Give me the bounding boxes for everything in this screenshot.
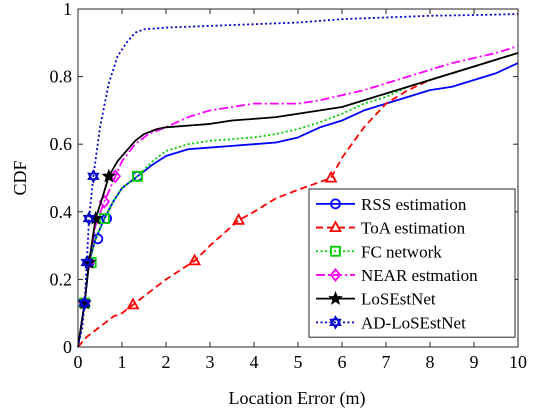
series-6-marker xyxy=(80,255,94,270)
x-tick-label: 2 xyxy=(162,352,171,372)
series-6-marker-down xyxy=(82,214,96,226)
x-tick-label: 3 xyxy=(206,352,215,372)
series-2-marker xyxy=(232,212,246,225)
series-2-marker xyxy=(188,253,202,266)
x-tick-label: 0 xyxy=(74,352,83,372)
x-tick-label: 1 xyxy=(118,352,127,372)
series-6-marker-down xyxy=(87,172,100,184)
legend-label: AD-LoSEstNet xyxy=(361,313,466,332)
legend-entry: NEAR estmation xyxy=(316,266,478,285)
x-tick-label: 6 xyxy=(338,352,347,372)
series-5-marker xyxy=(101,168,117,183)
y-tick-label: 0.6 xyxy=(50,134,73,154)
legend-entry: ToA estimation xyxy=(316,219,466,238)
x-tick-label: 10 xyxy=(509,352,527,372)
legend-swatch-marker xyxy=(329,315,342,330)
series-6-marker-up xyxy=(78,295,91,307)
legend-label: NEAR estmation xyxy=(361,266,478,285)
legend-swatch-marker xyxy=(328,290,343,305)
legend-swatch-marker xyxy=(330,198,341,210)
legend-label: RSS estimation xyxy=(361,195,467,214)
series-6-marker-down xyxy=(80,258,94,270)
series-3-marker xyxy=(131,170,143,182)
y-tick-label: 0 xyxy=(63,337,72,357)
series-6-marker-up xyxy=(87,169,100,180)
legend-swatch-marker-up xyxy=(329,315,342,326)
legend-entry: AD-LoSEstNet xyxy=(316,313,466,332)
series-6-line xyxy=(77,13,519,348)
series-6-marker xyxy=(82,211,96,226)
y-tick-label: 0.8 xyxy=(50,67,73,87)
legend-label: ToA estimation xyxy=(361,219,466,238)
series-6-marker-up xyxy=(80,255,94,267)
legend-box xyxy=(308,188,516,338)
axes: 0 1 2 3 4 5 6 7 8 9 10 0 0.2 0.4 0.6 0.8 1 xyxy=(50,0,528,372)
series-6-marker xyxy=(87,169,100,184)
series-6-marker-up xyxy=(82,211,96,223)
legend-swatch-marker xyxy=(330,245,341,257)
x-axis-label: Location Error (m) xyxy=(229,388,366,409)
series-6-marker xyxy=(78,295,91,311)
x-tick-label: 4 xyxy=(250,352,259,372)
series-2-marker xyxy=(324,170,338,183)
x-tick-label: 9 xyxy=(470,352,479,372)
y-axis-label: CDF xyxy=(10,160,30,195)
legend-label: FC network xyxy=(361,242,442,261)
plot-area xyxy=(77,13,519,348)
y-tick-label: 0.2 xyxy=(50,269,73,289)
legend-entry: FC network xyxy=(316,242,442,261)
x-tick-label: 5 xyxy=(294,352,303,372)
y-tick-label: 0.4 xyxy=(50,202,73,222)
legend-label: LoSEstNet xyxy=(361,290,436,309)
series-5-line xyxy=(77,52,519,348)
series-6 xyxy=(77,13,519,348)
series-6-marker-down xyxy=(78,299,91,311)
y-tick-label: 1 xyxy=(63,0,72,19)
legend-entry: LoSEstNet xyxy=(316,290,436,309)
x-tick-label: 7 xyxy=(382,352,391,372)
legend: RSS estimation ToA estimation FC network NE… xyxy=(308,188,516,338)
legend-swatch-marker xyxy=(329,220,342,233)
series-2-marker xyxy=(126,297,140,310)
x-tick-label: 8 xyxy=(426,352,435,372)
legend-swatch-marker-down xyxy=(329,318,342,330)
legend-swatch-marker xyxy=(329,267,342,283)
legend-entry: RSS estimation xyxy=(316,195,467,214)
series-4-line xyxy=(77,45,519,348)
